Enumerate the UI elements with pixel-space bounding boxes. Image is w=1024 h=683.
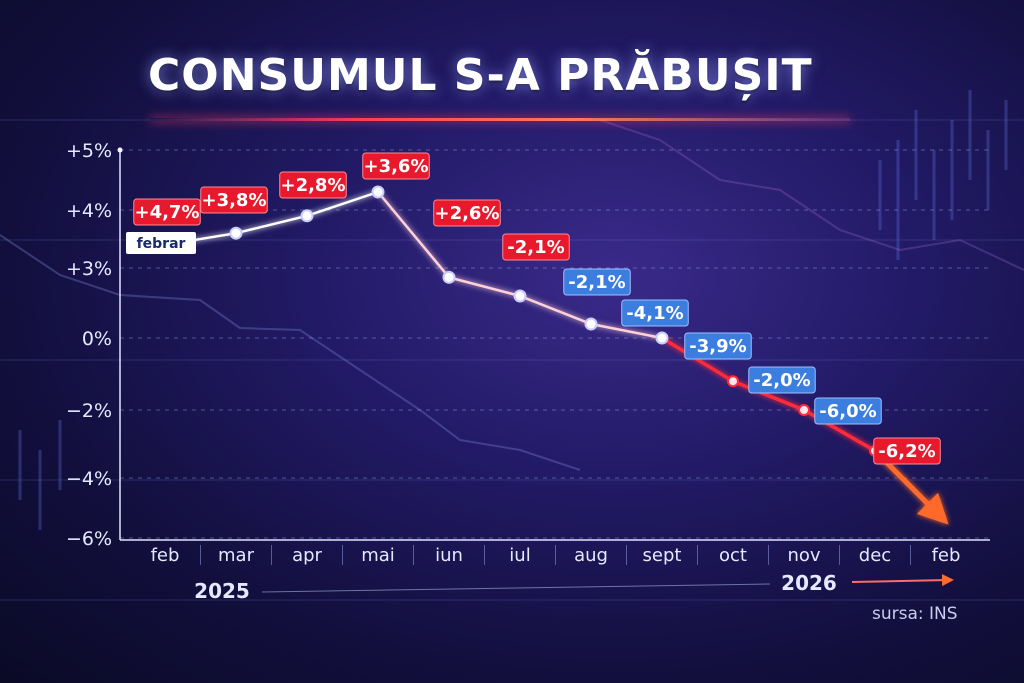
data-label-text: -6,0% — [819, 401, 876, 422]
data-label-box — [563, 268, 631, 296]
x-tick-label: sept — [643, 545, 682, 566]
data-label-text: +3,6% — [363, 156, 428, 177]
data-label-box — [814, 397, 882, 425]
data-point — [584, 317, 598, 331]
data-point — [798, 404, 810, 416]
x-axis-ticks: feb mar apr mai iun iul aug sept oct nov dec feb — [151, 545, 961, 566]
data-point — [300, 209, 314, 223]
data-label: +2,6% — [433, 199, 501, 227]
data-point — [442, 270, 456, 284]
source-note: sursa: INS — [872, 604, 958, 624]
data-point — [727, 375, 739, 388]
grid-lines — [120, 149, 990, 539]
y-tick-label: +3% — [66, 258, 112, 280]
y-tick-label: −2% — [66, 400, 112, 422]
x-tick-label: apr — [292, 545, 322, 566]
data-label: +4,7% — [133, 198, 201, 226]
data-label-text: -4,1% — [626, 303, 683, 324]
x-tick-label: feb — [151, 545, 180, 566]
data-point — [513, 289, 527, 303]
data-label-text: -2,0% — [753, 370, 810, 391]
data-labels: +4,7%+3,8%+2,8%+3,6%+2,6%-2,1%-2,1%-4,1%… — [126, 152, 941, 465]
data-point — [371, 185, 385, 199]
series-line-rising — [164, 190, 379, 247]
y-axis-end — [117, 147, 123, 153]
x-tick-label: feb — [932, 545, 961, 566]
callout-text: febrar — [137, 236, 186, 252]
data-label-text: -2,1% — [568, 272, 625, 293]
year-label: 2026 — [781, 571, 837, 595]
year-labels: 2025 2026 — [194, 571, 954, 603]
data-label-box — [279, 171, 347, 199]
x-tick-label: mar — [218, 545, 255, 566]
timeline-line — [261, 583, 771, 593]
data-label-box — [873, 437, 941, 465]
data-label: -2,1% — [502, 233, 570, 261]
data-label: -6,0% — [814, 397, 882, 425]
y-tick-label: +4% — [66, 200, 112, 222]
x-tick-label: iul — [509, 545, 530, 566]
axes: +5% +4% +3% 0% −2% −4% −6% — [66, 140, 990, 550]
data-label-text: -6,2% — [878, 441, 935, 462]
y-tick-label: −6% — [66, 528, 112, 550]
x-tick-label: iun — [435, 545, 463, 566]
callout: febrar — [126, 232, 196, 254]
title-underline — [150, 118, 850, 121]
x-tick-label: nov — [787, 545, 820, 566]
data-label-box — [621, 299, 689, 327]
x-tick-label: oct — [719, 545, 747, 566]
year-label: 2025 — [194, 579, 250, 603]
data-label: +3,6% — [362, 152, 430, 180]
data-label-text: +2,6% — [434, 203, 499, 224]
data-label: +3,8% — [200, 186, 268, 214]
data-label-text: -3,9% — [689, 336, 746, 357]
data-label-text: +3,8% — [201, 190, 266, 211]
data-label-text: +4,7% — [134, 202, 199, 223]
data-label-text: +2,8% — [280, 175, 345, 196]
x-tick-label: dec — [859, 545, 891, 566]
series-line-decline — [661, 336, 876, 453]
data-label-box — [200, 186, 268, 214]
data-point — [655, 331, 669, 345]
y-tick-label: 0% — [82, 328, 112, 350]
data-label: -6,2% — [873, 437, 941, 465]
data-label: +2,8% — [279, 171, 347, 199]
data-label-box — [433, 199, 501, 227]
chart-title: CONSUMUL S-A PRĂBUȘIT — [148, 50, 813, 101]
data-label-box — [684, 332, 752, 360]
data-label-box — [748, 366, 816, 394]
x-tick-label: aug — [574, 545, 608, 566]
data-points — [158, 185, 881, 457]
callout-box — [126, 232, 196, 254]
series-line-falling — [377, 191, 663, 340]
data-label-box — [133, 198, 201, 226]
data-label: -4,1% — [621, 299, 689, 327]
data-label-text: -2,1% — [507, 237, 564, 258]
data-label: -3,9% — [684, 332, 752, 360]
y-tick-label: +5% — [66, 140, 112, 162]
data-point — [229, 226, 243, 240]
data-label-box — [502, 233, 570, 261]
data-label-box — [362, 152, 430, 180]
data-label: -2,1% — [563, 268, 631, 296]
x-tick-label: mai — [361, 545, 395, 566]
data-label: -2,0% — [748, 366, 816, 394]
timeline-arrow — [851, 574, 954, 587]
y-tick-label: −4% — [66, 468, 112, 490]
